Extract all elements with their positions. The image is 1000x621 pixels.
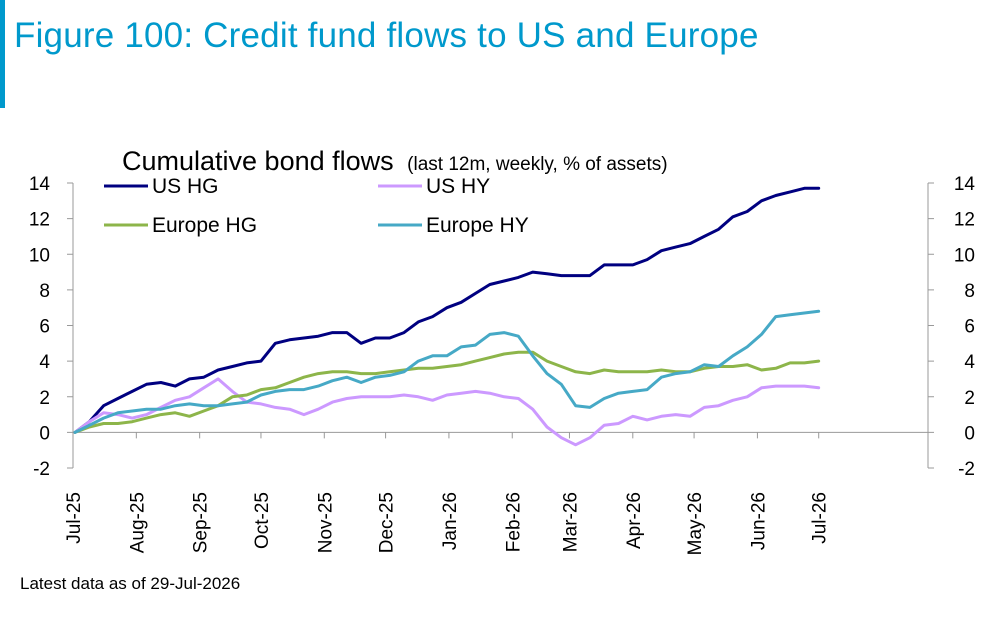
y-tick-label-left: 6 (39, 317, 50, 338)
figure-title: Figure 100: Credit fund flows to US and … (14, 16, 759, 55)
x-tick-label: Dec-25 (377, 492, 398, 553)
y-tick-label-right: 4 (964, 352, 975, 373)
series-line-us-hg (73, 186, 821, 434)
x-tick-label: May-26 (685, 492, 706, 555)
x-tick-label: Jun-26 (748, 492, 769, 550)
x-tick-label: Jul-25 (64, 492, 85, 544)
y-tick-label-right: 12 (954, 210, 975, 231)
y-tick-label-left: 14 (29, 174, 51, 195)
y-tick-label-left: 2 (39, 388, 50, 409)
series-line-europe-hy (73, 309, 821, 434)
y-tick-label-right: 14 (954, 174, 976, 195)
legend: US HG US HY Europe HG Europe HY (104, 175, 529, 237)
x-tick-label: Jul-26 (810, 492, 831, 544)
x-tick-label: Apr-26 (624, 492, 645, 549)
x-tick-label: Sep-25 (191, 492, 212, 553)
y-tick-label-right: 2 (964, 388, 975, 409)
x-tick-label: Jan-26 (440, 492, 461, 550)
y-tick-label-right: 10 (954, 245, 975, 266)
x-tick-label: Aug-25 (127, 492, 148, 553)
chart-subtitle: (last 12m, weekly, % of assets) (407, 154, 667, 175)
legend-label-us-hg: US HG (152, 175, 219, 198)
x-tick-label: Feb-26 (503, 492, 524, 552)
y-tick-label-left: -2 (33, 459, 50, 480)
y-tick-label-left: 8 (39, 281, 50, 302)
y-tick-label-right: -2 (958, 459, 975, 480)
footnote: Latest data as of 29-Jul-2026 (20, 574, 241, 593)
series-lines (73, 186, 821, 447)
y-tick-label-left: 0 (39, 423, 50, 444)
legend-label-us-hy: US HY (426, 175, 490, 198)
chart-title-main: Cumulative bond flows (122, 146, 394, 176)
series-line-us-hy (73, 377, 821, 447)
x-tick-label: Mar-26 (560, 492, 581, 552)
y-tick-label-right: 6 (964, 317, 975, 338)
x-tick-label: Oct-25 (252, 492, 273, 549)
legend-label-europe-hg: Europe HG (152, 214, 257, 237)
y-tick-label-left: 12 (29, 210, 50, 231)
figure-title-accent-bar (0, 0, 5, 108)
y-tick-label-right: 8 (964, 281, 975, 302)
y-tick-label-right: 0 (964, 423, 975, 444)
y-tick-label-left: 10 (29, 245, 50, 266)
chart-title: Cumulative bond flows (last 12m, weekly,… (122, 146, 668, 176)
x-tick-label: Nov-25 (315, 492, 336, 553)
axes: -2 0 2 4 6 8 10 12 14 -2 0 2 4 6 8 10 12 14 Jul-25 Aug-25 Se… (29, 174, 976, 555)
legend-label-europe-hy: Europe HY (426, 214, 529, 237)
y-tick-label-left: 4 (39, 352, 50, 373)
